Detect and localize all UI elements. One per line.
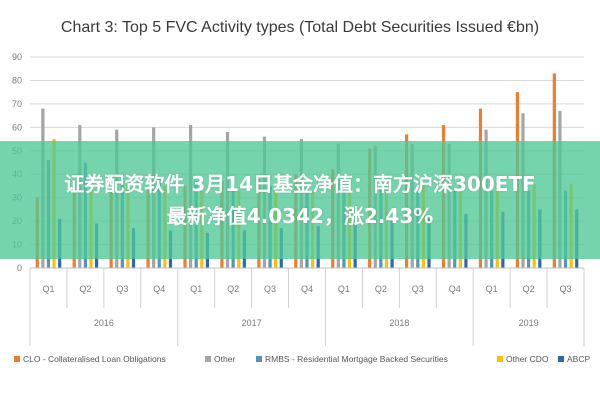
banner-line-2: 最新净值4.0342，涨2.43%: [166, 204, 434, 228]
legend-item: RMBS - Residential Mortgage Backed Secur…: [256, 354, 448, 364]
legend-swatch: [205, 356, 211, 362]
promo-banner: 证券配资软件 3月14日基金净值：南方沪深300ETF 最新净值4.0342，涨…: [0, 141, 600, 259]
year-label: 2019: [519, 318, 539, 328]
x-tick-label: Q2: [79, 284, 91, 294]
chart-title: Chart 3: Top 5 FVC Activity types (Total…: [61, 19, 539, 36]
x-tick-label: Q1: [338, 284, 350, 294]
legend-item: Other: [205, 354, 235, 364]
x-tick-label: Q4: [153, 284, 165, 294]
x-tick-label: Q3: [560, 284, 572, 294]
x-tick-label: Q3: [116, 284, 128, 294]
x-tick-label: Q2: [523, 284, 535, 294]
legend-label: Other: [214, 354, 235, 364]
legend-item: ABCP: [558, 354, 590, 364]
x-tick-label: Q1: [190, 284, 202, 294]
year-label: 2018: [389, 318, 409, 328]
y-tick-label: 90: [12, 52, 22, 62]
legend: CLO - Collateralised Loan Obligations Oth…: [14, 354, 590, 364]
x-tick-label: Q3: [264, 284, 276, 294]
legend-swatch: [497, 356, 503, 362]
year-label: 2017: [242, 318, 262, 328]
legend-label: CLO - Collateralised Loan Obligations: [23, 354, 166, 364]
y-tick-label: 0: [17, 263, 22, 273]
y-tick-label: 80: [12, 75, 22, 85]
y-tick-label: 70: [12, 99, 22, 109]
legend-item: CLO - Collateralised Loan Obligations: [14, 354, 166, 364]
y-tick-label: 60: [12, 122, 22, 132]
legend-label: RMBS - Residential Mortgage Backed Secur…: [265, 354, 448, 364]
legend-item: Other CDO: [497, 354, 549, 364]
x-tick-label: Q1: [486, 284, 498, 294]
x-tick-label: Q4: [449, 284, 461, 294]
year-label: 2016: [94, 318, 114, 328]
legend-label: Other CDO: [506, 354, 549, 364]
x-tick-label: Q1: [42, 284, 54, 294]
x-tick-label: Q2: [227, 284, 239, 294]
x-axis: Q1 Q2 Q3 Q4 Q1 Q2 Q3 Q4 Q1 Q2 Q3 Q4 Q1 Q2 Q3 2016 2017 20…: [29, 267, 585, 346]
x-tick-label: Q4: [301, 284, 313, 294]
legend-swatch: [256, 356, 262, 362]
x-tick-label: Q3: [412, 284, 424, 294]
legend-label: ABCP: [567, 354, 590, 364]
x-tick-label: Q2: [375, 284, 387, 294]
legend-swatch: [14, 356, 20, 362]
banner-line-1: 证券配资软件 3月14日基金净值：南方沪深300ETF: [64, 172, 536, 196]
legend-swatch: [558, 356, 564, 362]
